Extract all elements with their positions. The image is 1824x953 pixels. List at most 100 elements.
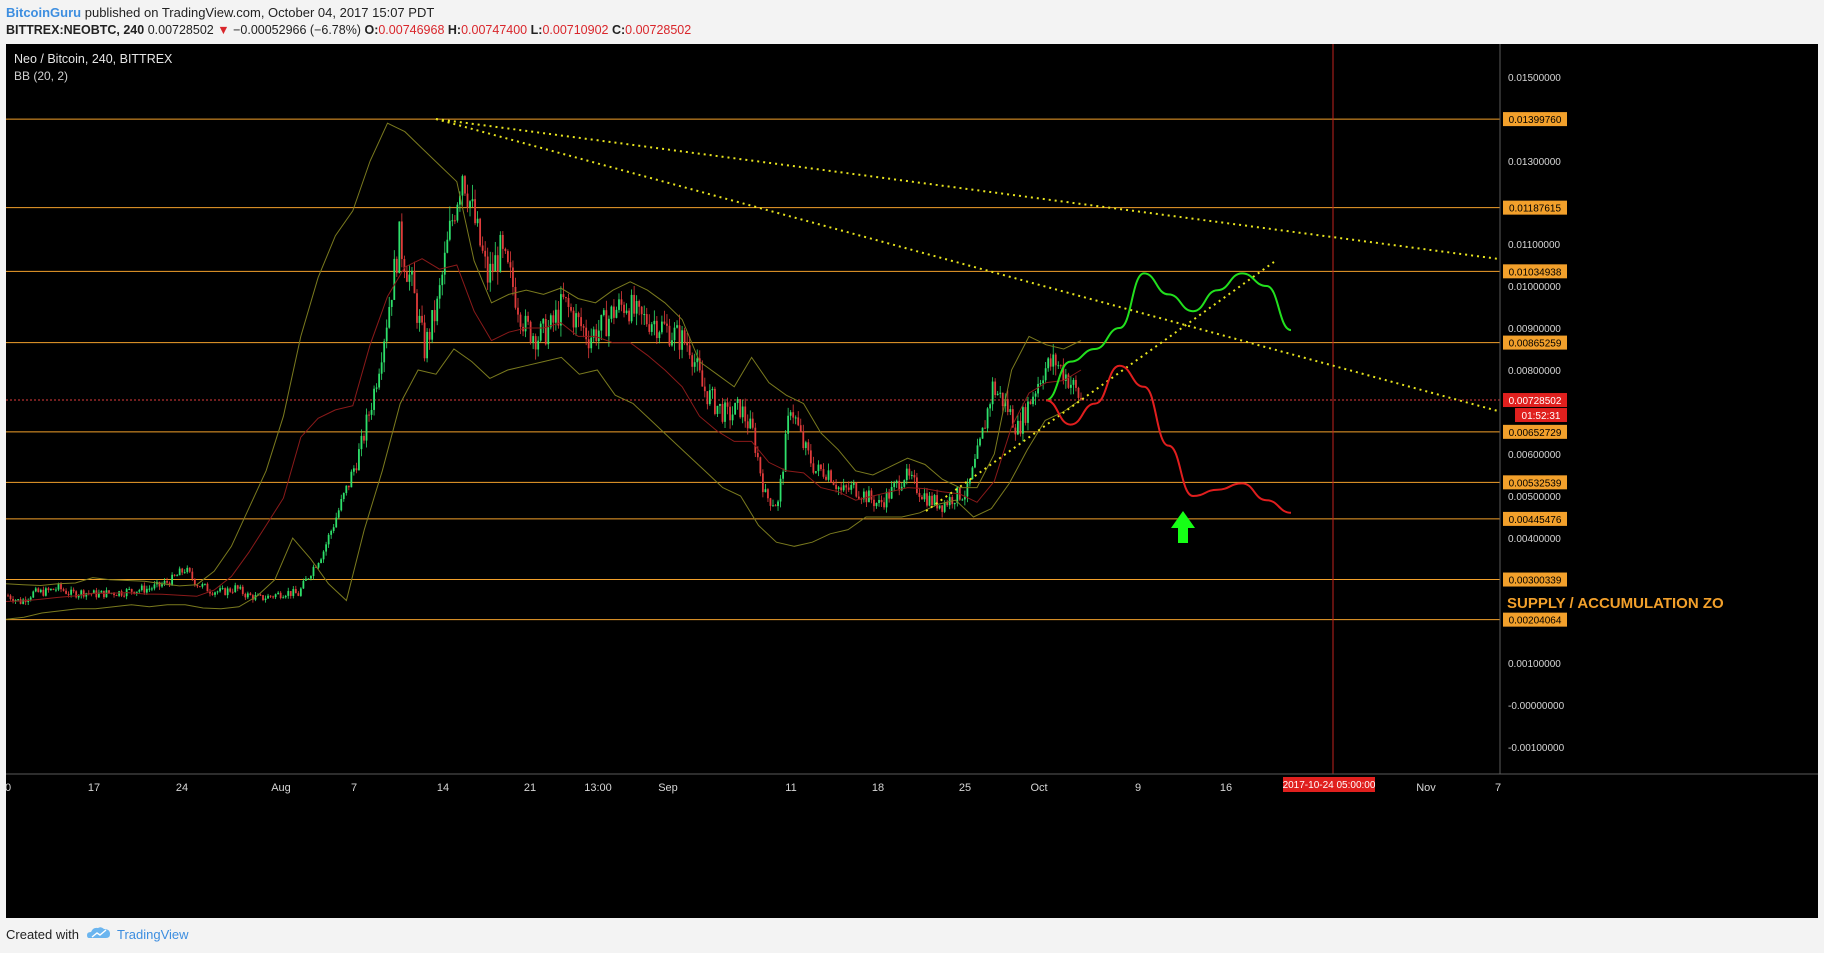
candle-body bbox=[456, 204, 459, 221]
candle-body bbox=[383, 341, 386, 363]
candle-body bbox=[1052, 354, 1055, 367]
last-price-tag bbox=[1503, 393, 1567, 408]
candle-body bbox=[928, 495, 931, 506]
candle-body bbox=[115, 595, 118, 597]
candle-body bbox=[1062, 365, 1065, 381]
candle-body bbox=[845, 485, 848, 488]
candle-body bbox=[1054, 354, 1057, 366]
candle-body bbox=[1072, 379, 1075, 385]
candle-body bbox=[108, 590, 110, 594]
candle-body bbox=[590, 337, 593, 349]
candle-body bbox=[443, 252, 446, 275]
candle-body bbox=[60, 583, 62, 590]
candle-body bbox=[774, 505, 777, 507]
candle-body bbox=[103, 590, 105, 598]
candle-body bbox=[1027, 401, 1029, 423]
candle-body bbox=[191, 571, 194, 579]
candle-body bbox=[905, 468, 908, 481]
candle-body bbox=[193, 578, 196, 586]
candle-body bbox=[580, 317, 583, 327]
candle-body bbox=[42, 589, 45, 596]
candle-body bbox=[666, 323, 668, 326]
price-line: BITTREX:NEOBTC, 240 0.00728502 ▼ −0.0005… bbox=[6, 21, 691, 39]
candle-body bbox=[130, 588, 133, 592]
candle-body bbox=[633, 294, 636, 314]
level-tag bbox=[1503, 612, 1567, 627]
candle-body bbox=[885, 491, 888, 508]
candle-body bbox=[9, 595, 12, 599]
candle-body bbox=[1059, 365, 1062, 367]
candle-body bbox=[277, 592, 280, 595]
x-tick-label: Nov bbox=[1416, 782, 1436, 794]
candle-body bbox=[812, 463, 815, 473]
candle-body bbox=[628, 310, 630, 322]
candle-body bbox=[969, 479, 971, 484]
candle-body bbox=[305, 578, 307, 581]
candle-body bbox=[890, 487, 893, 499]
author-link[interactable]: BitcoinGuru bbox=[6, 5, 82, 20]
candle-body bbox=[335, 517, 338, 528]
candle-body bbox=[140, 585, 143, 591]
candle-body bbox=[681, 330, 683, 350]
y-tick-label: 0.00400000 bbox=[1508, 534, 1561, 545]
candle-body bbox=[984, 427, 986, 429]
candle-body bbox=[623, 304, 625, 314]
projection-path bbox=[1045, 272, 1292, 402]
candle-body bbox=[789, 412, 792, 416]
candle-body bbox=[17, 599, 19, 601]
candle-body bbox=[337, 510, 340, 518]
candle-body bbox=[782, 471, 784, 479]
candle-body bbox=[234, 585, 237, 592]
candle-body bbox=[557, 309, 560, 326]
candle-body bbox=[1014, 427, 1017, 435]
tradingview-logo-icon[interactable] bbox=[86, 925, 112, 946]
x-tick-label: 11 bbox=[785, 782, 796, 794]
candle-body bbox=[600, 314, 603, 331]
bb-lower-band bbox=[6, 348, 1082, 620]
candle-body bbox=[696, 358, 699, 363]
candle-body bbox=[514, 286, 517, 308]
candle-body bbox=[113, 592, 115, 596]
candle-body bbox=[395, 258, 398, 274]
candle-body bbox=[554, 309, 557, 323]
candle-body bbox=[658, 332, 661, 339]
candle-body bbox=[739, 399, 742, 418]
chart-area[interactable]: 0.01399760 0.01187615 0.01034938 0.00865259… bbox=[6, 44, 1818, 918]
candle-body bbox=[166, 580, 168, 583]
price-chart[interactable]: 0.01399760 0.01187615 0.01034938 0.00865259… bbox=[6, 44, 1818, 918]
candle-body bbox=[118, 591, 120, 596]
publish-line: BitcoinGuru published on TradingView.com… bbox=[6, 4, 434, 22]
candle-body bbox=[832, 482, 835, 485]
date-tag bbox=[1283, 777, 1375, 792]
candle-body bbox=[267, 595, 269, 599]
candle-body bbox=[926, 493, 928, 506]
candle-body bbox=[340, 499, 343, 511]
candle-body bbox=[50, 588, 52, 591]
candle-body bbox=[312, 566, 315, 577]
level-tag bbox=[1503, 264, 1567, 279]
candle-body bbox=[284, 595, 287, 598]
candle-body bbox=[1022, 407, 1024, 434]
candle-body bbox=[565, 297, 567, 299]
candle-body bbox=[436, 298, 439, 322]
candle-body bbox=[842, 485, 845, 491]
candle-body bbox=[751, 418, 754, 428]
date-tag-label: 2017-10-24 05:00:00 bbox=[1283, 780, 1376, 791]
candle-body bbox=[936, 495, 938, 509]
level-tag-label: 0.01399760 bbox=[1509, 115, 1562, 126]
candle-body bbox=[416, 293, 418, 323]
y-tick-label: 0.01000000 bbox=[1508, 282, 1561, 293]
candle-body bbox=[226, 588, 229, 596]
candle-body bbox=[1019, 420, 1022, 434]
candle-body bbox=[153, 584, 156, 589]
candle-body bbox=[539, 323, 542, 341]
x-tick-label: 24 bbox=[176, 782, 188, 794]
candle-body bbox=[148, 588, 151, 590]
candle-body bbox=[214, 592, 216, 595]
level-tag-label: 0.00300339 bbox=[1509, 576, 1562, 587]
tradingview-link[interactable]: TradingView bbox=[117, 927, 189, 942]
candle-body bbox=[815, 471, 817, 473]
candle-body bbox=[676, 325, 678, 328]
candle-body bbox=[512, 267, 514, 287]
candle-body bbox=[643, 314, 646, 316]
